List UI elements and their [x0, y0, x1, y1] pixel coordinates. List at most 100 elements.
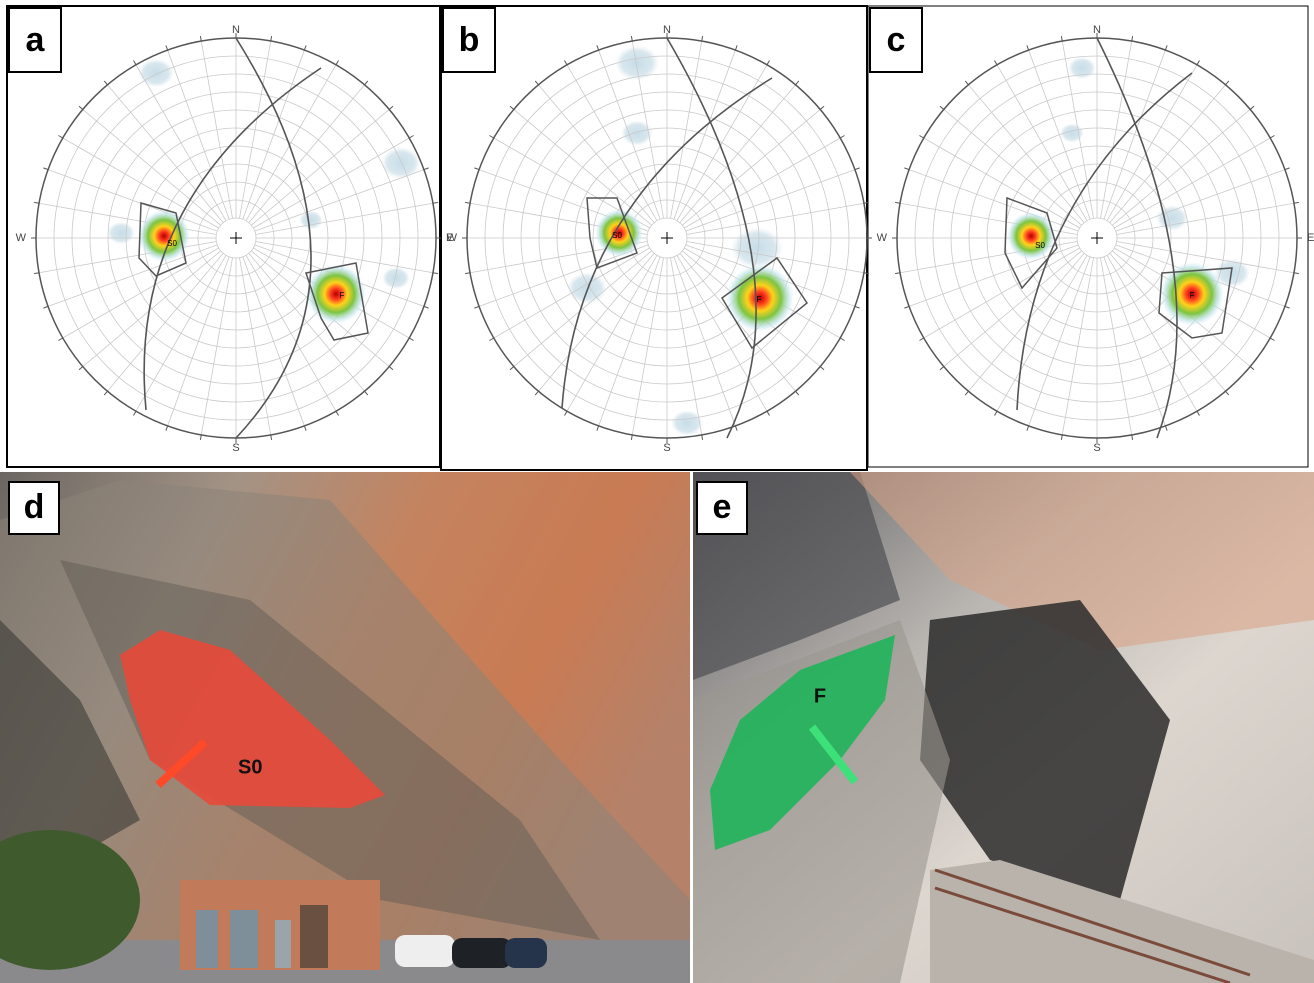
tick	[304, 426, 306, 431]
tick	[1285, 168, 1290, 170]
grid-radial	[514, 251, 652, 367]
tick	[904, 168, 909, 170]
tick	[1270, 136, 1274, 139]
density-contour	[107, 222, 135, 244]
photo-e: F e	[693, 472, 1314, 983]
tick	[1285, 306, 1290, 308]
tick	[465, 202, 470, 203]
tick	[919, 338, 923, 341]
grid-radial	[494, 248, 650, 338]
tick	[474, 168, 479, 170]
grid-radial	[997, 255, 1087, 411]
direction-label: E	[1307, 232, 1314, 244]
panel-label: d	[24, 488, 45, 526]
tick	[489, 136, 493, 139]
direction-label: W	[447, 232, 458, 244]
set-label: S0	[167, 239, 177, 248]
figure: S0FNSWEaS0FNSWbS0FNSWEc S0 d F	[0, 0, 1314, 983]
direction-label: N	[232, 24, 240, 36]
tick	[200, 435, 201, 440]
tick	[735, 426, 737, 431]
grid-radial	[201, 41, 232, 218]
set-label: F	[757, 295, 762, 304]
direction-label: S	[1093, 442, 1100, 454]
tick	[995, 411, 998, 415]
photo-d: S0 d	[0, 472, 690, 983]
grid-radial	[239, 258, 270, 435]
density-contour	[382, 267, 410, 289]
tick	[433, 202, 438, 203]
tick	[336, 411, 339, 415]
grid-radial	[924, 248, 1080, 338]
tick	[597, 426, 599, 431]
tick	[597, 45, 599, 50]
grid-radial	[538, 85, 654, 223]
density-contour	[615, 45, 659, 80]
stereonet: S0FNSWE	[877, 24, 1314, 454]
direction-label: N	[663, 24, 671, 36]
density-contour	[138, 59, 174, 88]
grid-radial	[249, 85, 365, 223]
tick	[489, 338, 493, 341]
tick	[1270, 338, 1274, 341]
tick	[840, 338, 844, 341]
grid-radial	[256, 203, 433, 234]
direction-label: W	[16, 232, 27, 244]
grid-radial	[246, 65, 336, 221]
grid-radial	[107, 85, 223, 223]
tick	[735, 45, 737, 50]
grid-radial	[136, 255, 226, 411]
set-label: F	[340, 291, 345, 300]
direction-label: S	[663, 442, 670, 454]
stereonets: S0FNSWEaS0FNSWbS0FNSWEc	[9, 8, 1314, 454]
grid-radial	[1100, 41, 1131, 218]
grid-radial	[944, 109, 1082, 225]
direction-label: W	[877, 232, 888, 244]
grid-radial	[687, 203, 864, 234]
grid-radial	[670, 258, 701, 435]
grid-radial	[1100, 258, 1131, 435]
tick	[767, 411, 770, 415]
panel-label: c	[887, 21, 906, 59]
pole-cluster	[1007, 212, 1055, 260]
annotation: S0	[238, 756, 262, 778]
tick	[919, 136, 923, 139]
grid-radial	[684, 138, 840, 228]
grid-radial	[83, 109, 221, 225]
tick	[565, 411, 568, 415]
tick	[1294, 273, 1299, 274]
grid-radial	[1117, 203, 1294, 234]
direction-label: N	[1093, 24, 1101, 36]
grid-radial	[201, 258, 232, 435]
tick	[1250, 367, 1254, 370]
tick	[855, 168, 860, 170]
density-contour	[731, 227, 783, 269]
grid-radial	[677, 65, 767, 221]
grid-radial	[670, 41, 701, 218]
grid-radial	[680, 85, 796, 223]
tick	[424, 306, 429, 308]
tick	[1294, 202, 1299, 203]
grid-radial	[682, 109, 820, 225]
tick	[1027, 426, 1029, 431]
tick	[409, 136, 413, 139]
grid-radial	[968, 85, 1084, 223]
set-label: F	[1190, 291, 1195, 300]
grid-radial	[63, 248, 219, 338]
density-contour	[299, 210, 323, 229]
annotation: F	[814, 685, 826, 707]
tick	[904, 306, 909, 308]
grid-radial	[1114, 138, 1270, 228]
grid-radial	[107, 253, 223, 391]
grid-radial	[997, 65, 1087, 221]
set-label: S0	[612, 231, 622, 240]
tick	[474, 306, 479, 308]
panel-label: a	[26, 21, 46, 59]
tick	[1250, 106, 1254, 109]
tick	[424, 168, 429, 170]
grid-radial	[251, 109, 389, 225]
tick	[840, 136, 844, 139]
tick	[166, 426, 168, 431]
grid-radial	[136, 65, 226, 221]
